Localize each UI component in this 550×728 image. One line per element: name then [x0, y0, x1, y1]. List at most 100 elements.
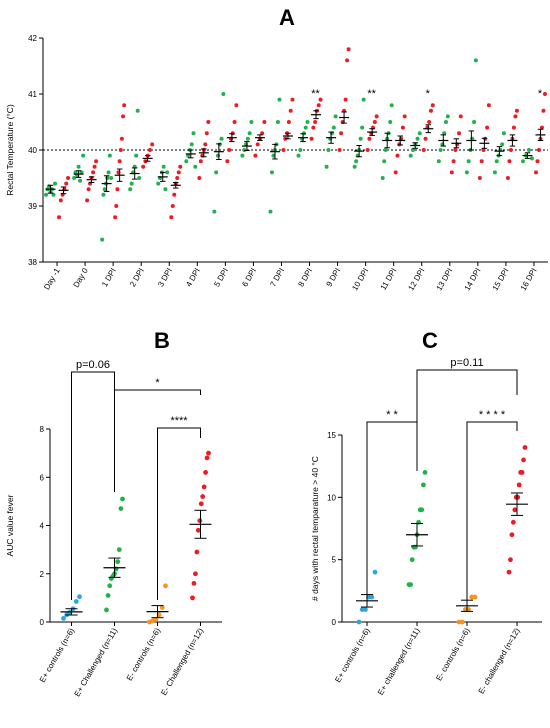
- data-point: [169, 215, 174, 220]
- x-tick-label: E+ controls (n=6): [333, 626, 372, 684]
- data-point: [481, 148, 486, 152]
- data-point: [53, 181, 58, 186]
- data-point: [128, 187, 133, 192]
- data-point: [372, 569, 378, 575]
- x-tick-label: 8 DPI: [296, 267, 314, 289]
- data-point: [501, 131, 506, 136]
- data-point: [508, 557, 513, 563]
- data-point: [44, 192, 49, 197]
- data-point: [113, 215, 118, 220]
- y-tick-label: 38: [28, 258, 37, 267]
- data-point: [170, 204, 175, 208]
- data-point: [331, 125, 336, 130]
- data-point: [194, 549, 200, 555]
- x-tick-label: E+ controls (n=6): [38, 626, 77, 684]
- data-point: [354, 159, 359, 164]
- significance-bracket: [416, 369, 518, 471]
- y-tick-label: 5: [332, 556, 337, 565]
- data-point: [326, 148, 331, 152]
- significance-marker: *: [426, 88, 431, 100]
- y-tick-label: 40: [28, 146, 37, 155]
- x-tick-label: E- controls (n=6): [125, 626, 163, 682]
- data-point: [411, 148, 415, 152]
- data-point: [402, 114, 407, 119]
- data-point: [505, 176, 510, 180]
- data-point: [225, 159, 230, 164]
- data-point: [472, 594, 478, 600]
- data-point: [509, 532, 515, 538]
- significance-bracket: [157, 427, 201, 600]
- data-point: [438, 148, 443, 152]
- data-point: [346, 47, 351, 52]
- data-point: [191, 581, 197, 586]
- x-tick-label: E- controls (n=6): [434, 626, 472, 682]
- data-point: [516, 482, 522, 488]
- x-tick-label: 15 DPI: [491, 266, 511, 292]
- x-tick-label: 16 DPI: [519, 267, 539, 293]
- data-point: [316, 103, 321, 108]
- data-point: [232, 120, 237, 124]
- data-point: [219, 136, 224, 141]
- data-point: [201, 484, 207, 490]
- y-tick-label: 6: [40, 473, 45, 482]
- data-point: [100, 237, 105, 242]
- x-tick-label: 3 DPI: [156, 267, 174, 289]
- data-point: [117, 159, 122, 164]
- data-point: [204, 455, 210, 461]
- data-point: [345, 58, 350, 63]
- data-point: [122, 103, 127, 108]
- data-point: [428, 108, 433, 113]
- data-point: [281, 148, 286, 152]
- data-point: [519, 470, 525, 475]
- data-point: [277, 97, 282, 102]
- data-point: [444, 120, 449, 124]
- data-point: [388, 120, 393, 124]
- x-tick-label: 13 DPI: [435, 267, 455, 293]
- data-point: [109, 176, 114, 180]
- data-point: [105, 593, 111, 598]
- data-point: [200, 494, 206, 499]
- data-point: [539, 125, 544, 130]
- x-tick-label: 11 DPI: [379, 267, 399, 292]
- data-point: [163, 583, 168, 589]
- data-point: [512, 507, 518, 513]
- data-point: [343, 97, 348, 102]
- significance-label: * * * *: [479, 409, 506, 421]
- x-tick-label: 2 DPI: [128, 267, 146, 289]
- data-point: [106, 170, 111, 175]
- data-point: [442, 131, 447, 136]
- data-point: [466, 159, 471, 164]
- data-point: [296, 153, 301, 158]
- x-tick-label: 12 DPI: [406, 267, 426, 293]
- x-tick-label: 9 DPI: [325, 267, 343, 289]
- data-point: [513, 114, 518, 119]
- data-point: [358, 136, 363, 141]
- data-point: [383, 148, 388, 152]
- data-point: [427, 120, 432, 124]
- data-point: [511, 125, 516, 130]
- data-point: [156, 181, 161, 186]
- data-point: [61, 615, 66, 621]
- data-point: [492, 170, 497, 175]
- data-point: [129, 181, 134, 186]
- data-point: [262, 120, 267, 124]
- y-tick-label: 39: [28, 202, 37, 211]
- data-point: [473, 58, 478, 63]
- data-point: [423, 136, 428, 141]
- data-point: [459, 619, 465, 625]
- data-point: [535, 159, 540, 164]
- data-point: [195, 527, 201, 533]
- x-tick-label: E+ challenged (n=11): [376, 626, 422, 697]
- x-tick-label: 4 DPI: [184, 267, 202, 289]
- data-point: [190, 595, 195, 601]
- data-point: [78, 178, 83, 183]
- data-point: [269, 170, 274, 175]
- data-point: [520, 159, 525, 164]
- data-point: [242, 148, 247, 152]
- x-tick-label: E- Challenged (n=12): [159, 626, 205, 697]
- data-point: [369, 594, 375, 600]
- data-point: [51, 192, 56, 197]
- data-point: [479, 159, 484, 164]
- data-point: [115, 559, 121, 565]
- data-point: [449, 170, 454, 175]
